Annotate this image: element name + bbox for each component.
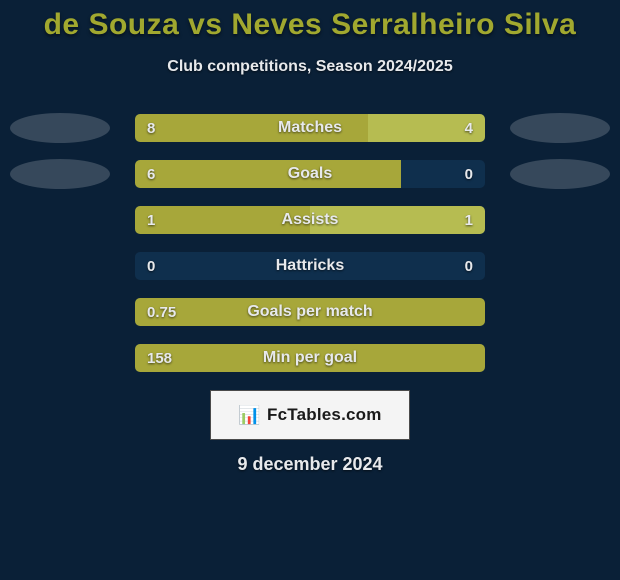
stat-bar-right	[368, 114, 485, 142]
stat-bar-left	[135, 160, 401, 188]
stats-rows: Matches84Goals60Assists11Hattricks00Goal…	[0, 114, 620, 372]
stat-bar-left	[135, 206, 310, 234]
stat-bar-track: Goals per match0.75	[135, 298, 485, 326]
stat-row: Goals60	[0, 160, 620, 188]
stat-bar-track: Goals60	[135, 160, 485, 188]
stat-bar-track: Hattricks0 0	[135, 252, 485, 280]
team-logo-placeholder-left	[10, 159, 110, 189]
stat-bar-left	[135, 114, 368, 142]
stat-bar-left	[135, 298, 485, 326]
subtitle: Club competitions, Season 2024/2025	[0, 58, 620, 76]
stat-value-left: 0	[147, 252, 155, 280]
date-label: 9 december 2024	[0, 454, 620, 475]
branding-text: FcTables.com	[267, 405, 382, 425]
stat-row: Hattricks0 0	[0, 252, 620, 280]
stat-value-right: 0	[465, 252, 473, 280]
stat-row: Assists11	[0, 206, 620, 234]
stat-value-right: 0	[465, 160, 473, 188]
page-title: de Souza vs Neves Serralheiro Silva	[0, 8, 620, 42]
stat-row: Goals per match0.75	[0, 298, 620, 326]
stat-bar-track: Assists11	[135, 206, 485, 234]
stat-row: Min per goal158	[0, 344, 620, 372]
chart-icon: 📊	[238, 406, 261, 424]
team-logo-placeholder-left	[10, 113, 110, 143]
team-logo-placeholder-right	[510, 113, 610, 143]
stat-row: Matches84	[0, 114, 620, 142]
branding-badge[interactable]: 📊 FcTables.com	[210, 390, 410, 440]
stat-label: Hattricks	[135, 252, 485, 280]
comparison-card: de Souza vs Neves Serralheiro Silva Club…	[0, 0, 620, 580]
stat-bar-track: Min per goal158	[135, 344, 485, 372]
stat-bar-left	[135, 344, 485, 372]
team-logo-placeholder-right	[510, 159, 610, 189]
stat-bar-track: Matches84	[135, 114, 485, 142]
stat-bar-right	[310, 206, 485, 234]
